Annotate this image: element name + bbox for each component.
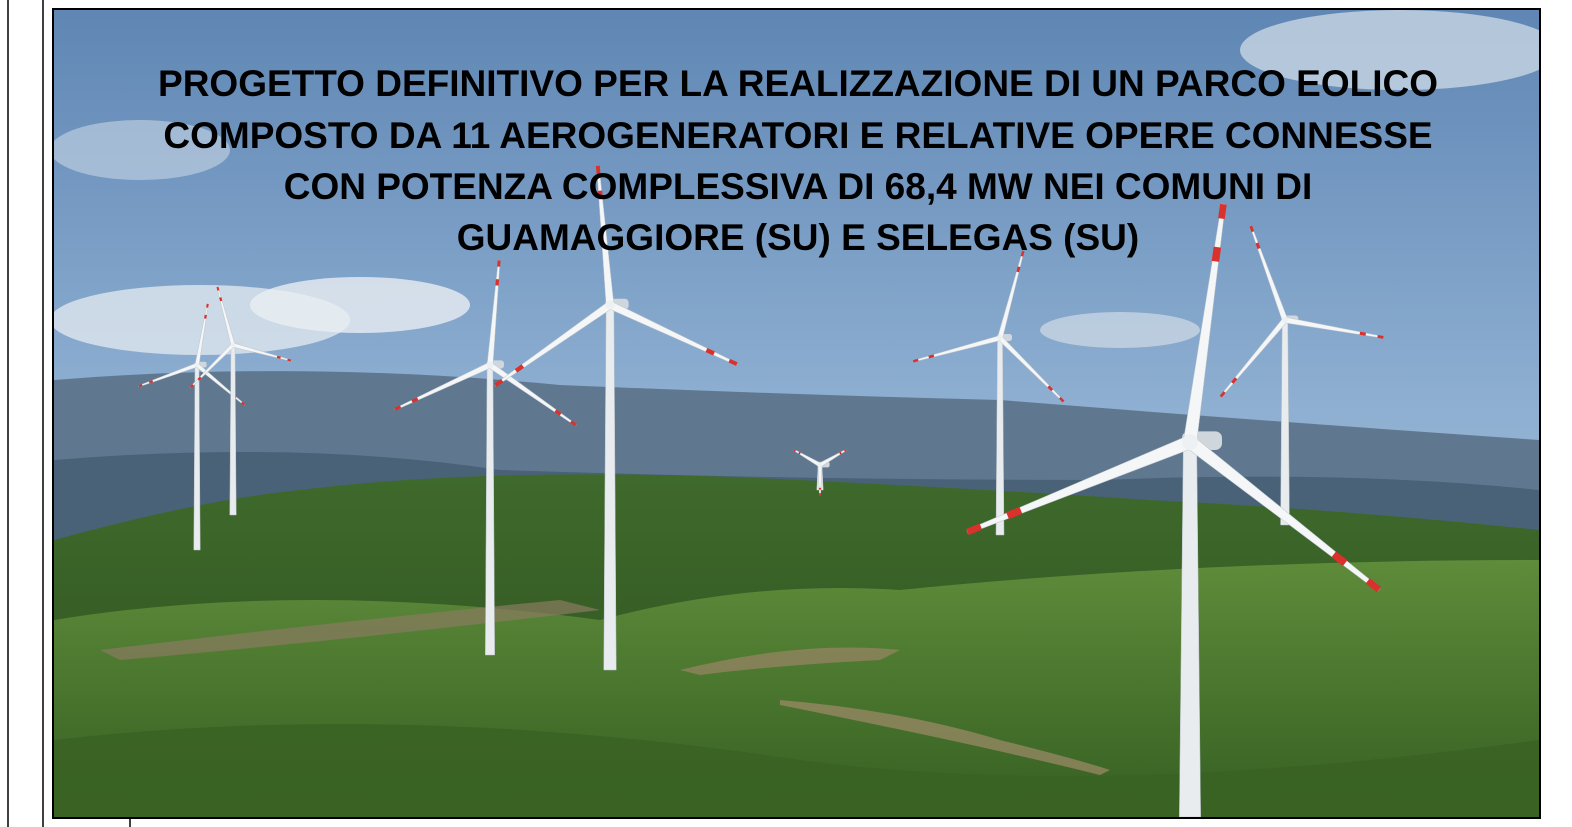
title-line: CON POTENZA COMPLESSIVA DI 68,4 MW NEI C… bbox=[284, 166, 1313, 207]
title-line: GUAMAGGIORE (SU) E SELEGAS (SU) bbox=[457, 217, 1139, 258]
cover-page: PROGETTO DEFINITIVO PER LA REALIZZAZIONE… bbox=[0, 0, 1572, 827]
title-line: COMPOSTO DA 11 AEROGENERATORI E RELATIVE… bbox=[163, 115, 1432, 156]
title-line: PROGETTO DEFINITIVO PER LA REALIZZAZIONE… bbox=[158, 63, 1438, 104]
cover-drawing: PROGETTO DEFINITIVO PER LA REALIZZAZIONE… bbox=[0, 0, 1572, 827]
